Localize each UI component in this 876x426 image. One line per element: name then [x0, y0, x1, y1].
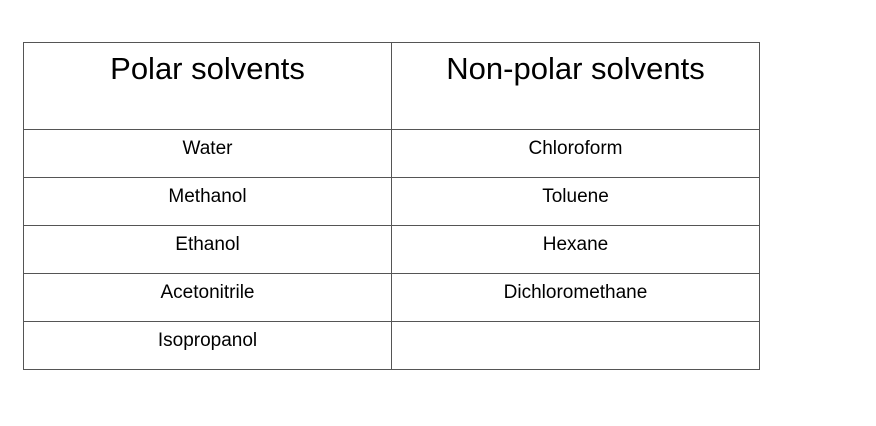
cell: Acetonitrile — [23, 273, 392, 322]
cell: Chloroform — [391, 129, 760, 178]
header-polar: Polar solvents — [23, 42, 392, 130]
header-row: Polar solvents Non-polar solvents — [23, 42, 760, 130]
cell: Isopropanol — [23, 321, 392, 370]
cell — [391, 321, 760, 370]
cell: Methanol — [23, 177, 392, 226]
solvents-table: Polar solvents Non-polar solvents Water C… — [23, 42, 760, 370]
table-row: Isopropanol — [23, 321, 760, 370]
header-nonpolar: Non-polar solvents — [391, 42, 760, 130]
cell: Hexane — [391, 225, 760, 274]
table-row: Methanol Toluene — [23, 177, 760, 226]
table-row: Water Chloroform — [23, 129, 760, 178]
cell: Ethanol — [23, 225, 392, 274]
cell: Dichloromethane — [391, 273, 760, 322]
cell: Water — [23, 129, 392, 178]
table-row: Ethanol Hexane — [23, 225, 760, 274]
cell: Toluene — [391, 177, 760, 226]
table-row: Acetonitrile Dichloromethane — [23, 273, 760, 322]
